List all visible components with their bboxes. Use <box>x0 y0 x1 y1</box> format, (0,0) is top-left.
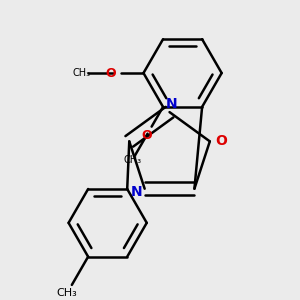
Text: CH₃: CH₃ <box>123 155 141 166</box>
Text: N: N <box>131 185 142 199</box>
Text: N: N <box>165 97 177 111</box>
Text: CH₃: CH₃ <box>57 288 77 298</box>
Text: O: O <box>106 67 116 80</box>
Text: O: O <box>215 134 227 148</box>
Text: O: O <box>141 129 152 142</box>
Text: CH₃: CH₃ <box>73 68 91 78</box>
